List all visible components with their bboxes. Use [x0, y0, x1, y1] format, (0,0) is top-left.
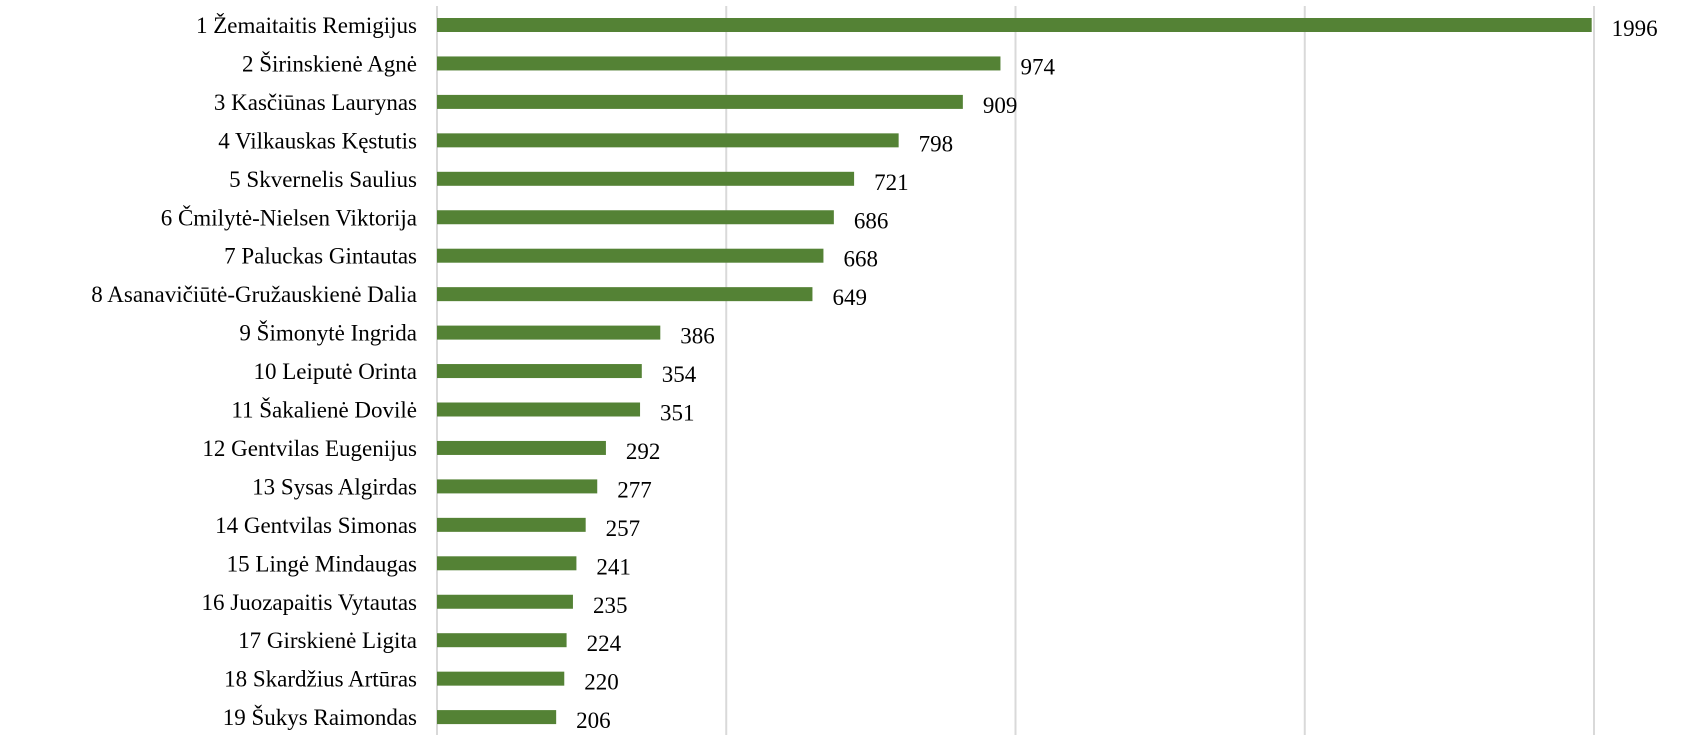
data-label: 386	[680, 324, 715, 349]
data-label: 235	[593, 593, 628, 618]
data-label: 798	[919, 131, 954, 156]
category-label: 7 Paluckas Gintautas	[224, 244, 417, 269]
category-label: 17 Girskienė Ligita	[238, 628, 417, 653]
bar	[437, 248, 824, 263]
bar	[437, 594, 573, 609]
category-label: 9 Šimonytė Ingrida	[239, 320, 417, 346]
data-label: 257	[606, 516, 641, 541]
bar	[437, 287, 813, 302]
category-label: 13 Sysas Algirdas	[252, 474, 417, 499]
category-label: 8 Asanavičiūtė-Gružauskienė Dalia	[91, 282, 417, 307]
category-label: 14 Gentvilas Simonas	[215, 513, 417, 538]
category-label: 10 Leiputė Orinta	[253, 359, 417, 384]
category-label: 18 Skardžius Artūras	[224, 667, 417, 692]
data-label: 686	[854, 208, 889, 233]
category-label: 19 Šukys Raimondas	[223, 704, 417, 730]
data-label: 649	[832, 285, 867, 310]
category-label: 6 Čmilytė-Nielsen Viktorija	[161, 204, 417, 230]
bar	[437, 325, 661, 340]
category-label: 4 Vilkauskas Kęstutis	[218, 128, 417, 153]
category-label: 12 Gentvilas Eugenijus	[202, 436, 417, 461]
category-label: 2 Širinskienė Agnė	[242, 50, 417, 76]
data-label: 241	[596, 554, 631, 579]
data-label: 206	[576, 708, 611, 733]
bar	[437, 18, 1592, 32]
bar	[437, 556, 577, 571]
bar	[437, 479, 598, 494]
bar	[437, 710, 557, 725]
data-label: 354	[662, 362, 697, 387]
data-label: 220	[584, 670, 619, 695]
category-label: 16 Juozapaitis Vytautas	[202, 590, 418, 615]
bar	[437, 440, 606, 455]
data-label: 1996	[1612, 16, 1658, 41]
data-label: 224	[587, 631, 622, 656]
data-label: 277	[617, 477, 652, 502]
data-label: 721	[874, 170, 909, 195]
bar	[437, 402, 641, 417]
data-label: 974	[1020, 54, 1055, 79]
data-label: 668	[843, 247, 878, 272]
category-label: 1 Žemaitaitis Remigijus	[196, 13, 417, 38]
bar	[437, 633, 567, 648]
category-label: 15 Lingė Mindaugas	[227, 551, 417, 576]
bar	[437, 210, 834, 225]
gridlines	[436, 6, 1595, 735]
bars	[437, 18, 1592, 725]
bar	[437, 671, 565, 686]
category-label: 5 Skvernelis Saulius	[229, 167, 417, 192]
bar	[437, 171, 855, 186]
data-label: 351	[660, 401, 695, 426]
data-label: 292	[626, 439, 661, 464]
data-label: 909	[983, 93, 1018, 118]
bar	[437, 133, 899, 148]
bar	[437, 517, 586, 532]
category-label: 3 Kasčiūnas Laurynas	[214, 90, 417, 115]
category-labels: 1 Žemaitaitis Remigijus 2 Širinskienė Agn…	[91, 13, 417, 730]
bar	[437, 56, 1001, 71]
category-label: 11 Šakalienė Dovilė	[231, 397, 417, 423]
bar	[437, 94, 963, 109]
bar	[437, 364, 642, 379]
